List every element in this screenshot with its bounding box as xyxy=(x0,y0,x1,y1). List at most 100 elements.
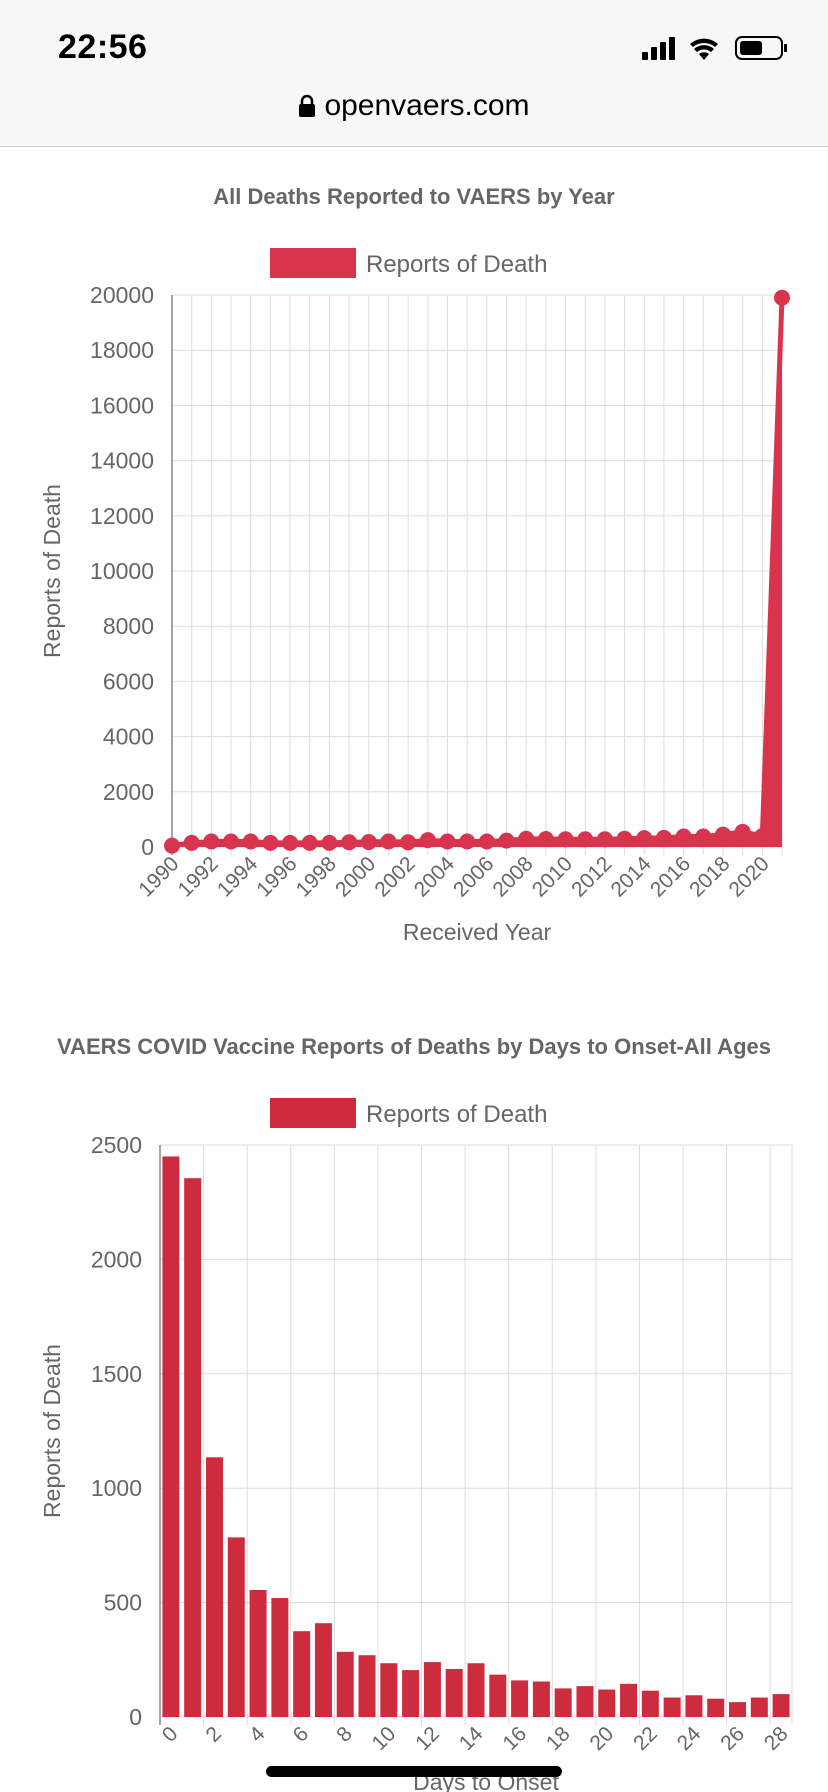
y-tick-label: 2000 xyxy=(91,1246,142,1272)
bar xyxy=(620,1683,638,1717)
x-tick-label: 2004 xyxy=(410,852,460,902)
data-point xyxy=(774,289,790,306)
y-tick-label: 16000 xyxy=(90,392,154,418)
y-tick-label: 1500 xyxy=(91,1361,142,1387)
bar xyxy=(576,1686,594,1717)
y-tick-label: 12000 xyxy=(90,503,154,529)
data-point xyxy=(518,830,535,847)
address-bar[interactable]: openvaers.com xyxy=(0,88,828,123)
bar xyxy=(467,1663,485,1717)
bar xyxy=(227,1537,245,1717)
y-axis-title: Reports of Death xyxy=(39,1344,65,1518)
bar xyxy=(249,1590,267,1717)
bar xyxy=(532,1681,550,1717)
data-point xyxy=(183,834,200,851)
bar xyxy=(750,1697,768,1717)
data-point xyxy=(636,830,653,847)
x-tick-label: 26 xyxy=(716,1722,749,1755)
data-point xyxy=(577,831,594,848)
y-tick-label: 14000 xyxy=(90,448,154,474)
data-point xyxy=(321,834,338,851)
status-icons xyxy=(642,36,787,60)
bar xyxy=(423,1662,441,1717)
x-tick-label: 2002 xyxy=(370,852,419,901)
x-tick-label: 2014 xyxy=(606,852,656,902)
x-tick-label: 1998 xyxy=(292,852,341,901)
y-tick-label: 500 xyxy=(104,1590,142,1616)
y-tick-label: 20000 xyxy=(90,282,154,308)
lock-icon xyxy=(299,94,316,118)
x-tick-label: 4 xyxy=(245,1722,270,1747)
legend-swatch xyxy=(270,248,356,278)
y-tick-label: 4000 xyxy=(103,724,154,750)
x-tick-label: 0 xyxy=(158,1722,183,1747)
bar xyxy=(641,1690,659,1717)
x-tick-label: 20 xyxy=(586,1722,619,1755)
x-tick-label: 2016 xyxy=(646,852,695,901)
bar xyxy=(772,1694,790,1717)
x-tick-label: 1996 xyxy=(252,852,301,901)
data-point xyxy=(439,833,456,850)
bar xyxy=(271,1598,289,1717)
deaths-by-year-chart: Reports of Death 0 2000 4000 6000 8000 10000 12… xyxy=(39,248,790,945)
x-tick-label: 18 xyxy=(542,1722,575,1755)
y-tick-label: 8000 xyxy=(103,613,154,639)
y-axis-title: Reports of Death xyxy=(39,484,65,658)
x-tick-label: 2008 xyxy=(488,852,537,901)
legend-label: Reports of Death xyxy=(366,1101,547,1128)
data-point xyxy=(262,834,279,851)
y-tick-label: 2500 xyxy=(91,1132,142,1158)
data-point xyxy=(754,827,771,844)
bar xyxy=(554,1688,572,1717)
bar xyxy=(685,1695,703,1717)
bar xyxy=(402,1670,420,1717)
data-point xyxy=(557,831,574,848)
x-tick-label: 2020 xyxy=(725,852,774,901)
data-point xyxy=(301,834,318,851)
y-tick-label: 18000 xyxy=(90,337,154,363)
browser-status-bar: 22:56 openvaers.com xyxy=(0,0,828,147)
data-point xyxy=(596,831,613,848)
bar xyxy=(511,1680,529,1717)
legend-swatch xyxy=(270,1098,356,1128)
data-point xyxy=(203,833,220,850)
data-point xyxy=(164,837,180,854)
data-point xyxy=(380,833,397,850)
data-point xyxy=(341,834,358,851)
y-tick-label: 6000 xyxy=(103,668,154,694)
data-point xyxy=(282,834,299,851)
url-text: openvaers.com xyxy=(324,89,530,123)
bar xyxy=(293,1631,311,1717)
data-point xyxy=(223,833,240,850)
y-tick-label: 1000 xyxy=(91,1475,142,1501)
y-tick-label: 2000 xyxy=(103,779,154,805)
x-tick-label: 10 xyxy=(368,1722,401,1755)
signal-icon xyxy=(642,37,675,60)
y-tick-label: 0 xyxy=(129,1704,142,1730)
chart1-title: All Deaths Reported to VAERS by Year xyxy=(213,184,615,209)
x-tick-label: 2 xyxy=(201,1722,226,1747)
bar xyxy=(314,1623,332,1717)
data-point xyxy=(734,823,751,840)
bar xyxy=(162,1156,180,1717)
status-time: 22:56 xyxy=(58,28,148,66)
data-point xyxy=(537,830,554,847)
x-tick-label: 8 xyxy=(332,1722,357,1747)
x-tick-label: 2012 xyxy=(567,852,616,901)
data-point xyxy=(459,833,476,850)
bar xyxy=(380,1663,398,1717)
data-point xyxy=(360,834,377,851)
bar xyxy=(663,1697,681,1717)
x-tick-label: 6 xyxy=(289,1722,314,1747)
data-point xyxy=(655,829,672,846)
data-point xyxy=(419,832,436,849)
data-point xyxy=(478,833,495,850)
y-tick-label: 0 xyxy=(141,834,154,860)
data-point xyxy=(695,828,712,845)
x-tick-label: 22 xyxy=(629,1722,662,1755)
y-tick-label: 10000 xyxy=(90,558,154,584)
x-tick-label: 12 xyxy=(411,1722,444,1755)
battery-icon xyxy=(735,36,787,60)
legend-label: Reports of Death xyxy=(366,251,547,278)
